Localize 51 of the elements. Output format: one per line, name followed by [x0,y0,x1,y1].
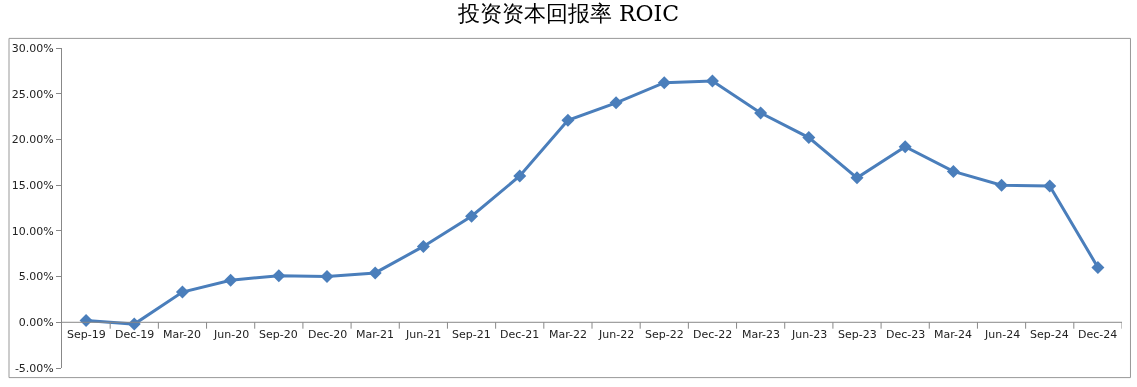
x-tick-label: Sep-24 [1030,328,1069,341]
point [224,273,238,287]
chart-title: 投资资本回报率 ROIC [456,1,680,27]
y-tick-label: 10.00% [11,224,54,238]
point [754,106,768,120]
x-tick-label: Mar-20 [163,328,202,341]
x-tick-label: Mar-23 [742,328,781,341]
x-tick-label: Dec-20 [308,328,348,341]
x-tick-label: Sep-23 [838,328,877,341]
point [609,96,623,110]
x-tick-label: Sep-19 [67,328,106,341]
point [513,169,527,183]
x-tick-label: Dec-22 [693,328,733,341]
y-tick-label: 5.00% [18,270,54,284]
x-tick-label: Jun-21 [405,328,442,341]
y-tick-label: 30.00% [11,41,54,55]
x-tick-label: Sep-22 [645,328,684,341]
y-tick-label: 20.00% [11,133,54,147]
y-tick-label: -5.00% [14,361,54,375]
point [898,140,912,154]
x-tick-label: Dec-21 [500,328,540,341]
point [1091,260,1105,274]
point [320,270,334,284]
point [561,113,575,127]
x-tick-label: Dec-24 [1078,328,1118,341]
point [416,239,430,253]
x-tick-label: Dec-19 [115,328,155,341]
x-tick-label: Sep-21 [452,328,491,341]
x-tick-label: Jun-20 [213,328,250,341]
point [802,131,816,145]
y-tick-label: 15.00% [11,178,54,192]
point [657,76,671,90]
point [705,74,719,88]
x-tick-label: Jun-22 [598,328,635,341]
x-tick-label: Mar-21 [356,328,395,341]
x-tick-label: Dec-23 [886,328,926,341]
x-tick-label: Mar-24 [934,328,973,341]
point [465,209,479,223]
point [272,269,286,283]
point [175,285,189,299]
y-tick-label: 0.00% [18,316,54,330]
x-tick-label: Sep-20 [259,328,298,341]
x-tick-label: Jun-24 [984,328,1021,341]
point [1043,179,1057,193]
point [946,164,960,178]
point [995,178,1009,192]
x-tick-label: Mar-22 [549,328,588,341]
y-tick-label: 25.00% [11,87,54,101]
point [850,171,864,185]
x-tick-label: Jun-23 [791,328,828,341]
point [368,266,382,280]
